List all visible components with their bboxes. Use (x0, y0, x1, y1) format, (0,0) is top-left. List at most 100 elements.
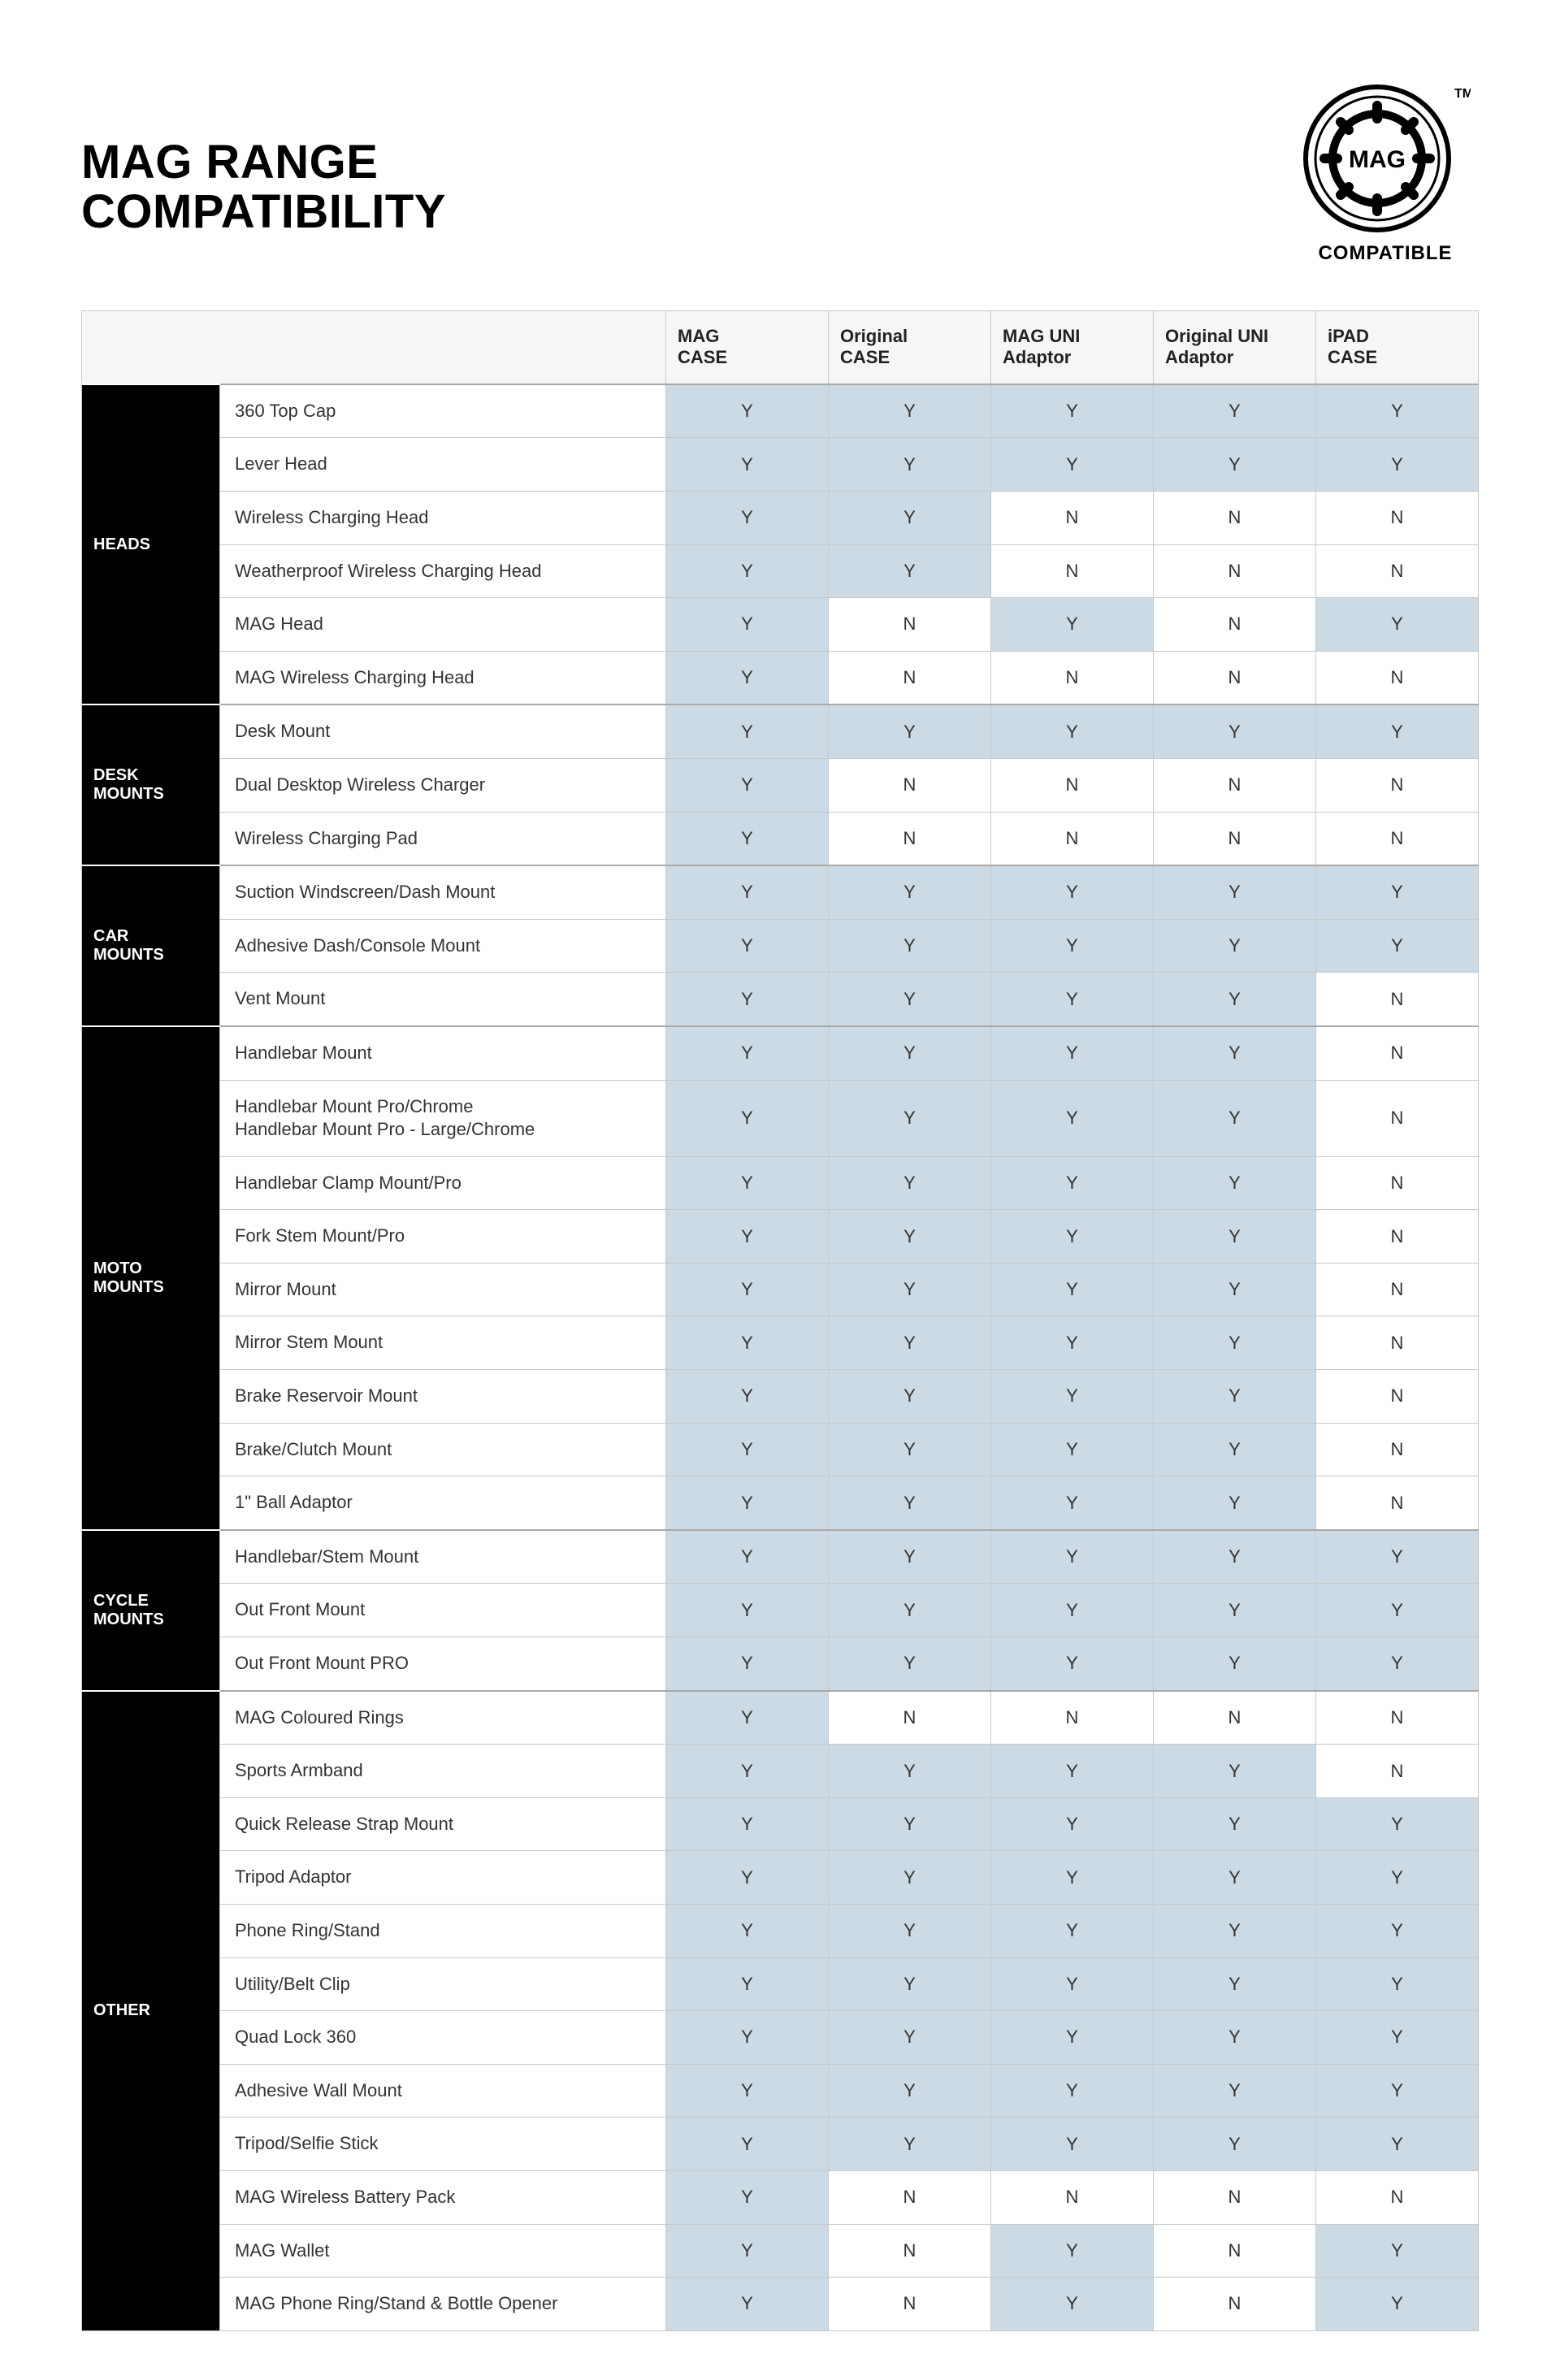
value-cell: N (1154, 651, 1316, 704)
value-cell: Y (829, 491, 991, 544)
row-name: Out Front Mount (220, 1584, 666, 1637)
value-cell: Y (829, 1423, 991, 1476)
value-cell: Y (1316, 1584, 1479, 1637)
table-row: Wireless Charging HeadYYNNN (82, 491, 1479, 544)
value-cell: Y (666, 384, 829, 438)
value-cell: Y (666, 1530, 829, 1584)
row-name: Suction Windscreen/Dash Mount (220, 865, 666, 919)
value-cell: Y (666, 1156, 829, 1210)
row-name: Handlebar Clamp Mount/Pro (220, 1156, 666, 1210)
table-header-row: MAG CASE Original CASE MAG UNI Adaptor O… (82, 311, 1479, 384)
table-row: Weatherproof Wireless Charging HeadYYNNN (82, 544, 1479, 598)
value-cell: N (829, 812, 991, 865)
value-cell: Y (666, 758, 829, 812)
value-cell: Y (829, 544, 991, 598)
value-cell: Y (1154, 704, 1316, 758)
value-cell: Y (1154, 1210, 1316, 1264)
value-cell: N (829, 1691, 991, 1745)
value-cell: N (1316, 758, 1479, 812)
column-header: Original CASE (829, 311, 991, 384)
table-header-blank (82, 311, 666, 384)
title-line-1: MAG RANGE (81, 136, 378, 189)
value-cell: Y (829, 973, 991, 1026)
compatibility-table: MAG CASE Original CASE MAG UNI Adaptor O… (81, 310, 1479, 2331)
value-cell: Y (991, 1156, 1154, 1210)
row-name: Mirror Mount (220, 1263, 666, 1316)
table-row: Vent MountYYYYN (82, 973, 1479, 1026)
value-cell: Y (829, 2118, 991, 2171)
value-cell: Y (1316, 865, 1479, 919)
value-cell: Y (829, 1584, 991, 1637)
value-cell: Y (666, 1691, 829, 1745)
value-cell: Y (1154, 1797, 1316, 1851)
row-name: Adhesive Dash/Console Mount (220, 919, 666, 973)
table-row: Quick Release Strap MountYYYYY (82, 1797, 1479, 1851)
row-name: Handlebar Mount Pro/ChromeHandlebar Moun… (220, 1080, 666, 1156)
col-head-l1: MAG (678, 326, 719, 346)
value-cell: Y (829, 919, 991, 973)
value-cell: Y (829, 1370, 991, 1424)
value-cell: Y (666, 973, 829, 1026)
table-row: Tripod AdaptorYYYYY (82, 1851, 1479, 1905)
row-name: Fork Stem Mount/Pro (220, 1210, 666, 1264)
value-cell: N (991, 1691, 1154, 1745)
row-name: Out Front Mount PRO (220, 1637, 666, 1691)
value-cell: N (1154, 2170, 1316, 2224)
value-cell: N (1154, 544, 1316, 598)
value-cell: Y (991, 973, 1154, 1026)
value-cell: Y (829, 1905, 991, 1958)
row-name: Brake Reservoir Mount (220, 1370, 666, 1424)
value-cell: Y (1316, 1905, 1479, 1958)
value-cell: Y (666, 544, 829, 598)
value-cell: Y (1154, 1476, 1316, 1530)
value-cell: N (829, 651, 991, 704)
value-cell: Y (829, 1797, 991, 1851)
row-name: Vent Mount (220, 973, 666, 1026)
value-cell: N (991, 651, 1154, 704)
value-cell: Y (829, 1957, 991, 2011)
table-row: Out Front Mount PROYYYYY (82, 1637, 1479, 1691)
value-cell: N (1316, 1476, 1479, 1530)
table-row: Phone Ring/StandYYYYY (82, 1905, 1479, 1958)
value-cell: Y (829, 1210, 991, 1264)
value-cell: Y (1316, 2118, 1479, 2171)
row-name: Adhesive Wall Mount (220, 2064, 666, 2118)
logo-text: MAG (1349, 146, 1406, 173)
value-cell: Y (1316, 1530, 1479, 1584)
col-head-l2: CASE (678, 347, 727, 367)
value-cell: Y (991, 1370, 1154, 1424)
value-cell: Y (829, 1476, 991, 1530)
table-row: Mirror MountYYYYN (82, 1263, 1479, 1316)
value-cell: Y (666, 2278, 829, 2331)
value-cell: Y (666, 2011, 829, 2065)
value-cell: Y (991, 1263, 1154, 1316)
row-name: Tripod Adaptor (220, 1851, 666, 1905)
row-name: Lever Head (220, 438, 666, 492)
value-cell: Y (1154, 1957, 1316, 2011)
row-name: Handlebar/Stem Mount (220, 1530, 666, 1584)
value-cell: Y (1154, 1584, 1316, 1637)
value-cell: Y (666, 1797, 829, 1851)
value-cell: N (1316, 1691, 1479, 1745)
logo-caption: COMPATIBLE (1300, 242, 1471, 265)
col-head-l1: Original UNI (1165, 326, 1268, 346)
value-cell: N (829, 598, 991, 652)
table-row: Handlebar Mount Pro/ChromeHandlebar Moun… (82, 1080, 1479, 1156)
value-cell: Y (1316, 919, 1479, 973)
table-row: Dual Desktop Wireless ChargerYNNNN (82, 758, 1479, 812)
table-row: Brake Reservoir MountYYYYN (82, 1370, 1479, 1424)
value-cell: Y (1154, 1423, 1316, 1476)
value-cell: N (1154, 2224, 1316, 2278)
value-cell: Y (991, 865, 1154, 919)
value-cell: Y (991, 2011, 1154, 2065)
page: MAG RANGE COMPATIBILITY (0, 0, 1560, 2380)
row-name: Weatherproof Wireless Charging Head (220, 544, 666, 598)
value-cell: Y (1154, 1637, 1316, 1691)
value-cell: Y (1154, 919, 1316, 973)
value-cell: Y (991, 1637, 1154, 1691)
row-name: Quick Release Strap Mount (220, 1797, 666, 1851)
value-cell: Y (991, 1080, 1154, 1156)
value-cell: N (1154, 598, 1316, 652)
value-cell: Y (666, 1745, 829, 1798)
value-cell: Y (829, 1026, 991, 1080)
